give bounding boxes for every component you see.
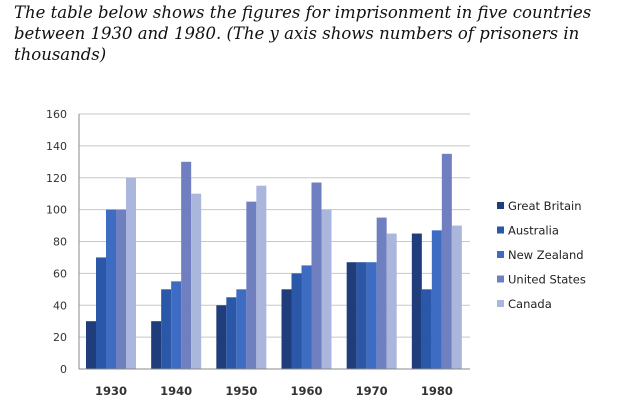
bar: Great Britain 1960: 50 bbox=[281, 289, 292, 369]
axes bbox=[78, 114, 470, 370]
bar: New Zealand 1980: 87 bbox=[431, 230, 442, 369]
legend-label: Great Britain bbox=[508, 199, 582, 213]
legend: Great Britain Australia New Zealand United … bbox=[497, 199, 586, 311]
legend-swatch bbox=[497, 275, 504, 283]
bar: Great Britain 1940: 30 bbox=[151, 321, 162, 369]
bar: Great Britain 1980: 85 bbox=[411, 233, 422, 369]
legend-swatch bbox=[497, 300, 504, 307]
bar: Canada 1940: 110 bbox=[191, 193, 202, 369]
bar: Australia 1950: 45 bbox=[226, 297, 237, 369]
bar: Canada 1960: 100 bbox=[321, 209, 332, 369]
bar: Great Britain 1950: 40 bbox=[216, 305, 227, 369]
bar: United States 1970: 95 bbox=[376, 217, 387, 369]
bar: New Zealand 1940: 55 bbox=[171, 281, 182, 369]
bar: Australia 1970: 67 bbox=[356, 262, 367, 369]
bar: Australia 1930: 70 bbox=[96, 257, 106, 369]
x-tick-label: 1950 bbox=[225, 384, 257, 398]
y-tick-label: 60 bbox=[53, 267, 67, 280]
bar: New Zealand 1960: 65 bbox=[301, 265, 312, 369]
bar: New Zealand 1970: 67 bbox=[366, 262, 377, 369]
bar: United States 1930: 100 bbox=[116, 209, 126, 369]
bar: Canada 1950: 115 bbox=[256, 185, 267, 369]
legend-label: Canada bbox=[508, 297, 552, 311]
y-tick-labels: 0 20 40 60 80 100 120 140 160 bbox=[46, 108, 67, 376]
x-tick-label: 1930 bbox=[95, 384, 127, 398]
y-tick-label: 20 bbox=[53, 331, 67, 344]
bar: Canada 1980: 90 bbox=[451, 225, 462, 369]
legend-label: United States bbox=[508, 273, 586, 287]
figure-caption: The table below shows the figures for im… bbox=[14, 3, 592, 64]
gridlines bbox=[79, 113, 470, 338]
legend-label: New Zealand bbox=[508, 248, 584, 262]
bar: Australia 1960: 60 bbox=[291, 273, 302, 369]
bar: United States 1960: 117 bbox=[311, 182, 322, 369]
bar: Canada 1970: 85 bbox=[386, 233, 397, 369]
y-tick-label: 0 bbox=[60, 363, 67, 376]
bars: Great Britain 1930: 30Australia 1930: 70… bbox=[86, 153, 462, 369]
bar: Australia 1980: 50 bbox=[421, 289, 432, 369]
x-tick-label: 1980 bbox=[421, 384, 453, 398]
y-tick-label: 100 bbox=[46, 204, 67, 217]
y-tick-label: 120 bbox=[46, 172, 67, 185]
bar: United States 1980: 135 bbox=[441, 153, 452, 369]
bar: United States 1950: 105 bbox=[246, 201, 257, 369]
y-tick-label: 40 bbox=[53, 299, 67, 312]
y-tick-label: 80 bbox=[53, 236, 67, 249]
legend-swatch bbox=[497, 226, 504, 234]
x-tick-label: 1970 bbox=[356, 384, 388, 398]
bar: Canada 1930: 120 bbox=[126, 177, 136, 369]
x-tick-label: 1960 bbox=[290, 384, 322, 398]
legend-label: Australia bbox=[508, 224, 559, 238]
bar: Great Britain 1970: 67 bbox=[346, 262, 357, 369]
bar: Australia 1940: 50 bbox=[161, 289, 172, 369]
legend-swatch bbox=[497, 251, 504, 258]
legend-swatch bbox=[497, 202, 504, 209]
bar: Great Britain 1930: 30 bbox=[86, 321, 96, 369]
bar: New Zealand 1950: 50 bbox=[236, 289, 247, 369]
y-tick-label: 140 bbox=[46, 140, 67, 153]
bar: United States 1940: 130 bbox=[181, 161, 192, 369]
bar: New Zealand 1930: 100 bbox=[106, 209, 116, 369]
y-tick-label: 160 bbox=[46, 108, 67, 121]
x-tick-labels: 1930 1940 1950 1960 1970 1980 bbox=[95, 384, 453, 398]
x-tick-label: 1940 bbox=[160, 384, 192, 398]
